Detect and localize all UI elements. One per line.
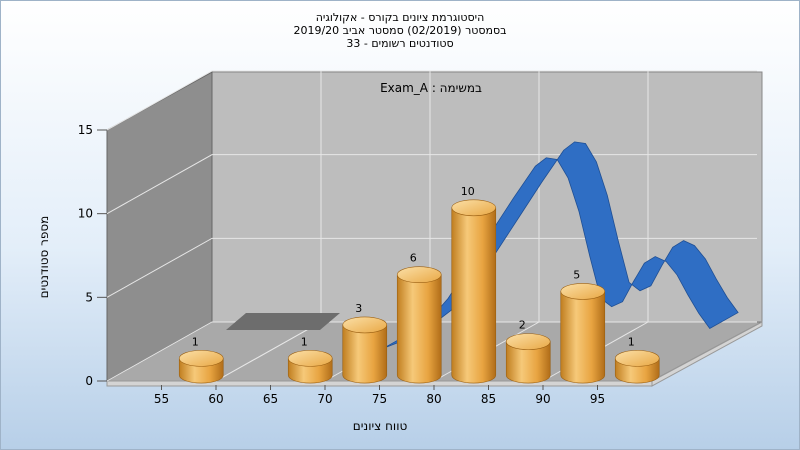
bar-body bbox=[560, 291, 606, 384]
bar-body bbox=[342, 324, 388, 384]
chart-title: היסטוגרמת ציונים בקורס - אקולוגיה בסמסטר… bbox=[0, 11, 800, 50]
x-axis-label: טווח ציונים bbox=[353, 419, 408, 433]
bar bbox=[396, 266, 442, 384]
bar-body bbox=[505, 341, 551, 384]
gridline-y bbox=[106, 237, 757, 298]
bar-body bbox=[451, 207, 497, 384]
bar bbox=[560, 283, 606, 384]
bar-value-label: 6 bbox=[410, 252, 417, 265]
y-axis-label: מספר סטודנטים bbox=[37, 216, 51, 299]
bar bbox=[505, 333, 551, 384]
bar bbox=[451, 199, 497, 384]
bar-value-label: 10 bbox=[461, 185, 475, 198]
y-tick-label: 0 bbox=[85, 374, 93, 388]
bar-value-label: 5 bbox=[573, 268, 580, 281]
bar-top bbox=[342, 316, 388, 334]
bar bbox=[287, 350, 333, 384]
curve-flat-shadow bbox=[226, 313, 340, 330]
bar-value-label: 2 bbox=[519, 319, 526, 332]
bar-top bbox=[396, 266, 442, 284]
title-line-1: היסטוגרמת ציונים בקורס - אקולוגיה bbox=[315, 11, 485, 24]
bar-value-label: 1 bbox=[192, 335, 199, 348]
y-tick-label: 15 bbox=[78, 123, 93, 137]
y-tick-label: 10 bbox=[78, 207, 93, 221]
x-tick-label: 90 bbox=[535, 392, 550, 406]
bars bbox=[178, 199, 660, 384]
x-tick-label: 85 bbox=[481, 392, 496, 406]
bar-top bbox=[560, 283, 606, 300]
bar-value-label: 1 bbox=[301, 335, 308, 348]
bar bbox=[178, 350, 224, 384]
bar-top bbox=[451, 199, 497, 217]
bar-value-label: 3 bbox=[355, 302, 362, 315]
gridline-y bbox=[106, 70, 757, 131]
bar bbox=[342, 316, 388, 384]
data-labels: 1 1 3 6 10 2 5 1 bbox=[192, 185, 635, 349]
title-line-2: בסמסטר (02/2019) סמסטר אביב 2019/20 bbox=[293, 24, 507, 37]
x-tick-label: 75 bbox=[372, 392, 387, 406]
bar-top bbox=[505, 333, 551, 350]
annotation: Exam_A : במשימה bbox=[380, 81, 482, 95]
bar-top bbox=[178, 350, 224, 367]
title-line-3: סטודנטים רשומים - 33 bbox=[346, 37, 454, 50]
x-tick-label: 60 bbox=[208, 392, 223, 406]
bar bbox=[614, 350, 660, 384]
x-tick-label: 70 bbox=[317, 392, 332, 406]
curve-ribbon bbox=[382, 141, 739, 349]
x-tick-label: 55 bbox=[154, 392, 169, 406]
bar-top bbox=[287, 350, 333, 367]
bar-value-label: 1 bbox=[628, 335, 635, 348]
bar-body bbox=[396, 274, 442, 384]
y-tick-label: 5 bbox=[85, 290, 93, 304]
x-tick-label: 95 bbox=[590, 392, 605, 406]
distribution-curve bbox=[382, 141, 739, 349]
bar-top bbox=[614, 350, 660, 367]
x-tick-label: 80 bbox=[426, 392, 441, 406]
x-tick-label: 65 bbox=[263, 392, 278, 406]
